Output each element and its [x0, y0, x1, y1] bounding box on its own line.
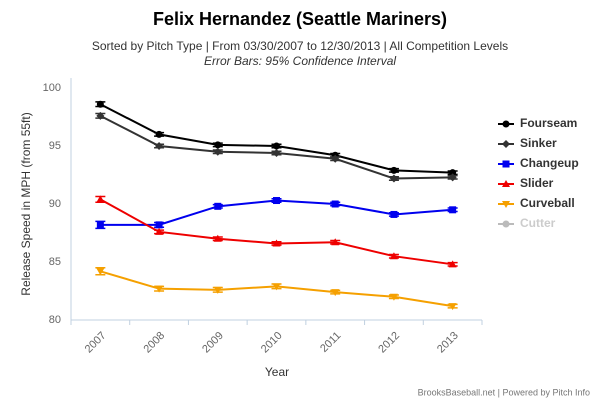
x-tick-label: 2011: [318, 330, 343, 355]
marker: [502, 201, 510, 208]
credits: BrooksBaseball.net | Powered by Pitch In…: [418, 387, 590, 397]
marker: [449, 169, 457, 177]
marker: [213, 147, 222, 156]
marker: [389, 252, 398, 260]
x-tick-label: 2012: [376, 330, 402, 356]
marker: [331, 200, 339, 208]
y-axis-title: Release Speed in MPH (from 55ft): [19, 112, 33, 295]
marker: [96, 100, 104, 108]
marker: [449, 206, 457, 214]
marker: [389, 174, 398, 183]
marker: [96, 221, 104, 229]
marker: [502, 160, 510, 168]
marker: [155, 227, 164, 235]
marker: [214, 202, 222, 210]
marker: [213, 286, 222, 294]
marker: [502, 140, 510, 148]
marker: [273, 142, 280, 150]
x-tick-label: 2007: [83, 330, 109, 356]
y-tick-label: 85: [49, 256, 61, 268]
marker: [390, 166, 398, 174]
legend-label: Slider: [520, 176, 554, 190]
y-tick-label: 100: [43, 82, 61, 94]
legend-label: Fourseam: [520, 116, 577, 130]
legend-label: Cutter: [520, 216, 556, 230]
marker: [502, 220, 510, 228]
series-line: [100, 199, 453, 226]
marker: [96, 268, 105, 276]
y-tick-label: 90: [49, 198, 61, 210]
series-line: [99, 103, 453, 174]
marker: [214, 141, 222, 149]
marker: [448, 303, 457, 311]
marker: [155, 130, 163, 138]
marker: [448, 173, 457, 182]
marker: [155, 221, 163, 229]
marker: [331, 154, 340, 163]
marker: [502, 120, 510, 128]
marker: [96, 195, 105, 203]
marker: [213, 234, 222, 242]
marker: [331, 238, 340, 246]
x-tick-label: 2009: [200, 330, 226, 356]
y-tick-label: 95: [49, 140, 61, 152]
marker: [155, 142, 164, 150]
marker: [96, 111, 105, 120]
series-line: [99, 198, 453, 266]
y-tick-label: 80: [49, 314, 61, 326]
marker: [331, 289, 340, 297]
legend-label: Changeup: [520, 156, 579, 170]
marker: [448, 260, 457, 268]
marker: [390, 210, 398, 218]
annotation: Error Bars: 95% Confidence Interval: [204, 54, 396, 68]
marker: [273, 197, 280, 205]
marker: [272, 283, 281, 291]
x-axis-title: Year: [265, 365, 289, 379]
marker: [155, 285, 164, 293]
x-tick-label: 2010: [259, 330, 285, 356]
x-tick-label: 2013: [435, 330, 461, 356]
chart-subtitle: Sorted by Pitch Type | From 03/30/2007 t…: [92, 39, 508, 53]
chart-title: Felix Hernandez (Seattle Mariners): [153, 9, 447, 29]
marker: [272, 239, 281, 247]
legend-label: Curveball: [520, 196, 575, 210]
marker: [272, 148, 281, 157]
marker: [389, 293, 398, 301]
x-tick-label: 2008: [141, 330, 167, 356]
marker: [502, 180, 510, 187]
legend-label: Sinker: [520, 136, 557, 150]
